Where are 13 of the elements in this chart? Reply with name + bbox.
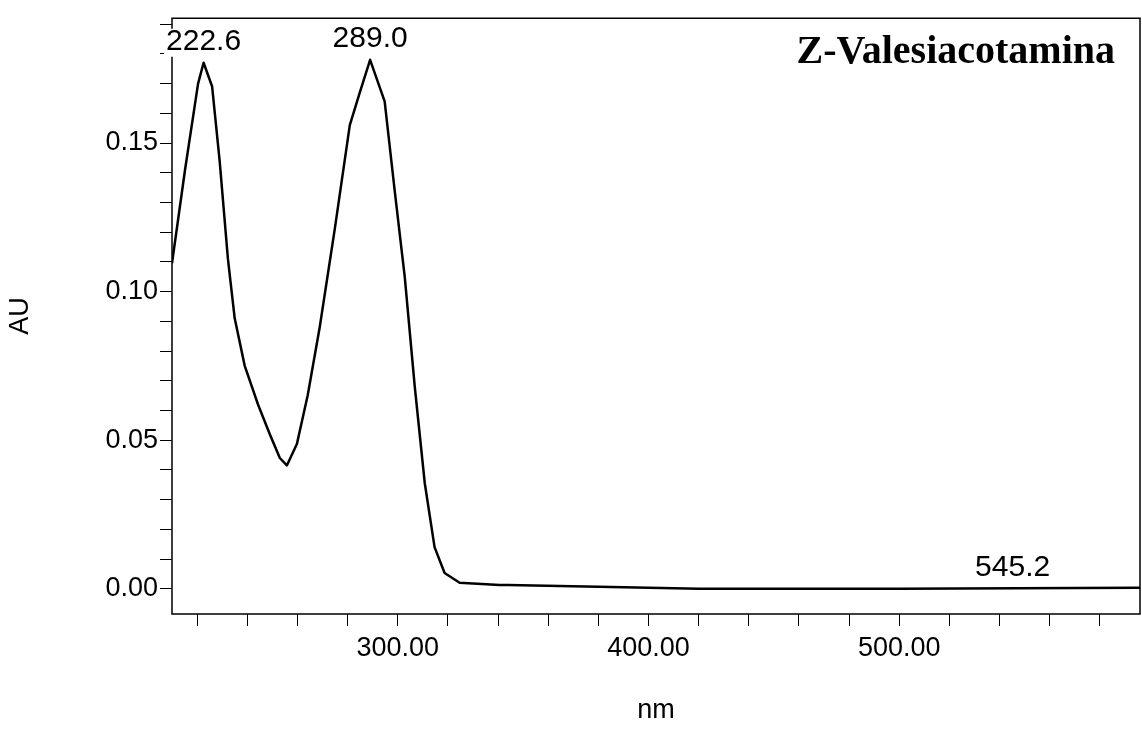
annotation: 222.6: [166, 23, 242, 57]
y-tick-label: 0.10: [105, 275, 158, 306]
x-tick-label: 300.00: [356, 631, 439, 662]
x-tick-label: 400.00: [607, 631, 690, 662]
chart-title: Z-Valesiacotamina: [796, 26, 1115, 72]
x-axis-title: nm: [637, 694, 675, 725]
x-tick-label: 500.00: [857, 631, 941, 662]
y-axis-title: AU: [3, 297, 34, 335]
annotation: 545.2: [975, 549, 1051, 583]
y-tick-label: 0.05: [105, 423, 158, 454]
annotation: 289.0: [332, 20, 408, 54]
y-tick-label: 0.00: [105, 572, 158, 603]
y-tick-label: 0.15: [105, 126, 158, 157]
